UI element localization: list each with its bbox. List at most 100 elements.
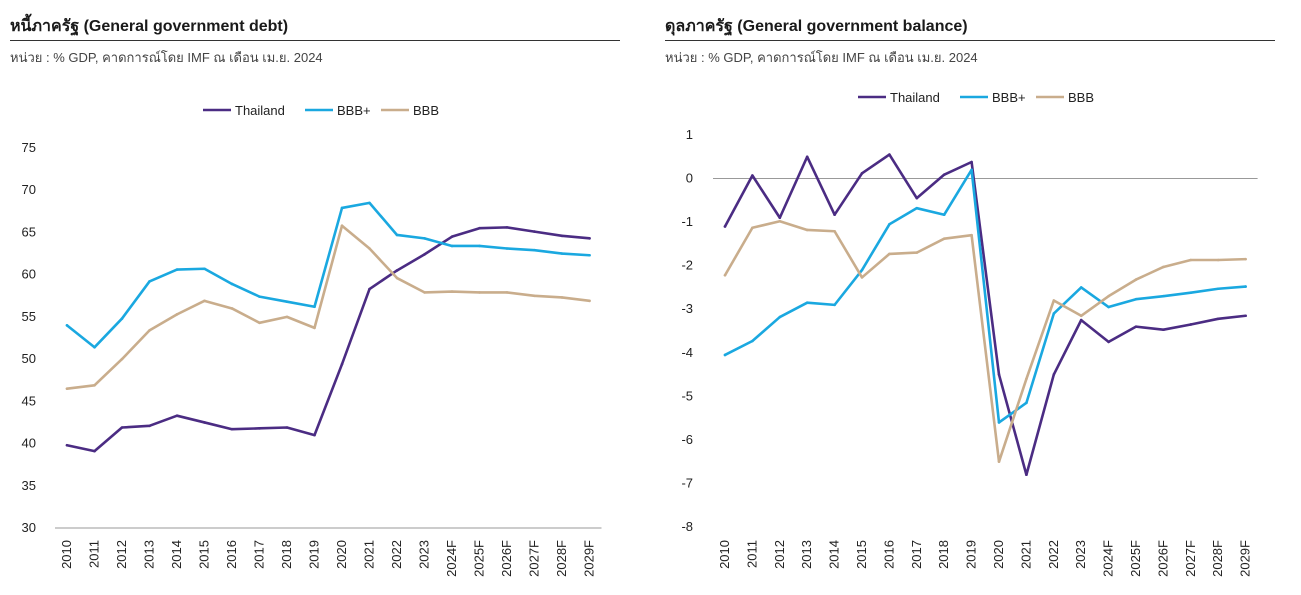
x-axis-ticks: 2010 2011 2012 2013 2014 2015 2016 2017 2018 2019… <box>717 540 1253 577</box>
data-point <box>915 196 919 200</box>
data-point <box>860 276 864 279</box>
y-tick-label: -1 <box>681 214 693 229</box>
y-tick-label: 1 <box>686 127 693 142</box>
chart-subtitle: หน่วย : % GDP, คาดการณ์โดย IMF ณ เดือน เ… <box>665 50 978 65</box>
data-point <box>258 321 261 325</box>
y-tick-label: 55 <box>22 309 36 324</box>
x-tick-label: 2016 <box>881 540 896 569</box>
data-point <box>533 230 536 233</box>
data-point <box>230 307 234 310</box>
data-point <box>942 213 946 217</box>
title-divider <box>665 40 1275 41</box>
data-point <box>1189 258 1193 262</box>
data-point <box>450 244 454 248</box>
data-point <box>478 291 481 294</box>
x-tick-label: 2012 <box>114 540 129 569</box>
chart-legend: Thailand BBB+ BBB <box>858 90 1094 105</box>
x-tick-label: 2022 <box>389 540 404 569</box>
data-point <box>1134 297 1138 301</box>
data-point <box>1079 286 1083 289</box>
data-point <box>805 228 809 232</box>
data-point <box>533 294 536 298</box>
data-point <box>395 233 399 237</box>
data-point <box>1189 323 1193 326</box>
data-point <box>915 251 919 254</box>
y-tick-label: 50 <box>22 351 36 366</box>
data-point <box>997 373 1001 376</box>
data-point <box>942 237 946 240</box>
data-point <box>1079 314 1083 318</box>
data-point <box>723 353 727 357</box>
data-point <box>340 362 344 366</box>
y-tick-label: -4 <box>681 345 693 360</box>
legend-label: BBB+ <box>992 90 1026 105</box>
data-point <box>1107 294 1110 298</box>
y-tick-label: 65 <box>22 224 36 239</box>
x-tick-label: 2015 <box>197 540 212 569</box>
data-point <box>1079 318 1083 322</box>
data-point <box>751 339 754 343</box>
y-tick-label: 40 <box>22 436 36 451</box>
x-tick-label: 2024F <box>444 540 459 577</box>
chart-subtitle: หน่วย : % GDP, คาดการณ์โดย IMF ณ เดือน เ… <box>10 50 323 65</box>
data-point <box>230 427 234 431</box>
x-tick-label: 2011 <box>744 540 759 568</box>
data-point <box>1107 305 1110 309</box>
x-tick-label: 2027F <box>527 540 542 577</box>
title-divider <box>10 40 620 41</box>
data-point <box>778 315 782 319</box>
data-point <box>833 303 836 307</box>
chart-title: หนี้ภาครัฐ (General government debt) <box>10 18 289 35</box>
x-tick-label: 2013 <box>142 540 157 569</box>
data-point <box>970 160 973 164</box>
x-tick-label: 2018 <box>936 540 951 569</box>
x-tick-label: 2012 <box>772 540 787 569</box>
x-tick-label: 2027F <box>1183 540 1198 577</box>
data-point <box>423 253 426 256</box>
data-point <box>368 287 371 291</box>
data-point <box>340 206 344 210</box>
x-axis-ticks: 2010 2011 2012 2013 2014 2015 2016 2017 2018 2019… <box>59 540 597 577</box>
y-axis-ticks: 1 0 -1 -2 -3 -4 -5 -6 -7 -8 <box>681 127 693 534</box>
y-tick-label: 45 <box>22 393 36 408</box>
legend-label: BBB+ <box>337 103 371 118</box>
data-point <box>175 268 179 271</box>
x-tick-label: 2014 <box>827 540 842 569</box>
data-point <box>203 299 206 303</box>
data-point <box>258 427 261 430</box>
x-tick-label: 2010 <box>717 540 732 569</box>
data-point <box>313 305 316 309</box>
x-tick-label: 2029F <box>1238 540 1253 577</box>
data-point <box>1216 317 1220 321</box>
series-line-bbb <box>723 219 1247 463</box>
x-tick-label: 2019 <box>307 540 322 569</box>
data-point <box>93 449 96 453</box>
series-line-bbb <box>65 224 591 390</box>
data-point <box>751 174 754 177</box>
x-tick-label: 2025F <box>472 540 487 577</box>
data-point <box>997 460 1001 463</box>
data-point <box>723 225 727 228</box>
legend-label: BBB <box>413 103 439 118</box>
y-tick-label: 70 <box>22 182 36 197</box>
data-point <box>148 424 151 428</box>
data-point <box>888 252 891 256</box>
data-point <box>588 299 591 303</box>
data-point <box>505 226 509 229</box>
y-tick-label: -7 <box>681 475 693 490</box>
x-tick-label: 2020 <box>334 540 349 569</box>
data-point <box>120 357 124 361</box>
data-point <box>423 291 426 294</box>
x-tick-label: 2015 <box>854 540 869 569</box>
data-point <box>533 248 536 252</box>
y-axis-ticks: 30 35 40 45 50 55 60 65 70 75 <box>22 140 36 535</box>
data-point <box>368 201 371 205</box>
data-point <box>93 345 96 349</box>
series-line-bbb-plus <box>723 168 1247 424</box>
x-tick-label: 2023 <box>1073 540 1088 569</box>
x-tick-label: 2021 <box>362 540 377 569</box>
data-point <box>175 313 179 316</box>
data-point <box>1162 294 1165 298</box>
data-point <box>860 268 864 272</box>
data-point <box>1216 258 1220 262</box>
